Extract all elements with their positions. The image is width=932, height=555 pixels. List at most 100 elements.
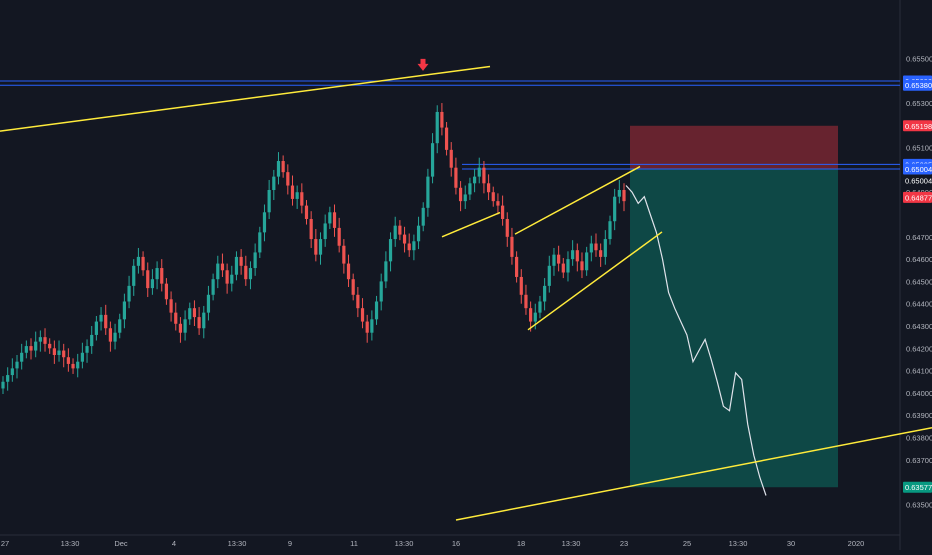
trendline (455, 426, 932, 521)
candle-body (458, 187, 463, 202)
candle-body (533, 312, 537, 322)
candle-body (20, 352, 24, 362)
candle-body (295, 192, 299, 199)
candle-body (337, 227, 341, 246)
price-tag (903, 120, 932, 132)
candle-body (365, 321, 369, 333)
candle-body (94, 321, 98, 335)
candle-body (524, 294, 528, 309)
candle-body (52, 348, 56, 355)
sell-signal-arrow-icon (417, 58, 429, 71)
candle-body (160, 268, 164, 284)
candle-body (76, 361, 80, 369)
x-axis-tick-label: 13:30 (61, 539, 80, 548)
candle-body (262, 212, 267, 233)
candle-body (468, 183, 472, 195)
x-axis-tick-label: 13:30 (228, 539, 247, 548)
candle-body (62, 350, 66, 358)
price-tag (903, 163, 932, 175)
candle-body (216, 263, 220, 280)
candle-body (440, 111, 444, 128)
y-axis-tick-label: 0.64200 (906, 344, 932, 353)
candle-body (435, 111, 439, 144)
candle-body (80, 352, 84, 362)
candle-body (10, 368, 14, 376)
candle-body (132, 265, 136, 286)
candle-body (71, 363, 75, 369)
x-axis-tick-label: 9 (288, 539, 292, 548)
candle-body (267, 190, 271, 213)
candle-body (585, 252, 589, 271)
take-profit-zone (630, 169, 838, 488)
candle-body (258, 232, 262, 253)
candle-body (206, 294, 211, 313)
x-axis-tick-label: 13:30 (395, 539, 414, 548)
candle-body (314, 239, 318, 255)
candle-body (57, 350, 61, 355)
candle-body (491, 192, 495, 202)
trendline (441, 211, 501, 238)
y-axis-tick-label: 0.65500 (906, 54, 932, 63)
candle-body (169, 299, 173, 313)
candle-body (328, 212, 332, 224)
candle-body (444, 127, 449, 150)
candle-body (253, 252, 257, 269)
y-axis-tick-label: 0.64100 (906, 367, 932, 376)
y-axis-tick-label: 0.63800 (906, 434, 932, 443)
x-axis-tick-label: 2020 (848, 539, 865, 548)
candle-body (197, 317, 201, 329)
trendline (514, 165, 641, 235)
price-tag-label: 0.65198 (905, 122, 932, 131)
candle-body (122, 301, 126, 320)
candle-body (557, 254, 561, 264)
candle-body (174, 312, 178, 324)
candle-body (332, 212, 337, 228)
candle-body (43, 337, 47, 344)
candle-body (543, 285, 547, 302)
candle-body (360, 308, 365, 322)
candle-body (38, 337, 42, 342)
candle-body (141, 256, 145, 271)
candle-body (318, 239, 323, 255)
candle-body (510, 236, 514, 257)
candle-body (370, 319, 374, 333)
candle-body (402, 234, 407, 244)
candle-body (519, 276, 523, 295)
candle-body (248, 268, 253, 280)
candle-body (300, 192, 304, 206)
candle-body (225, 270, 229, 284)
candle-body (183, 319, 187, 333)
candle-body (496, 201, 500, 206)
candle-body (309, 218, 313, 240)
candle-body (351, 279, 355, 295)
candle-body (90, 334, 94, 347)
candle-body (244, 265, 248, 280)
candle-body (384, 261, 388, 282)
candle-body (393, 225, 397, 240)
candle-body (239, 256, 243, 266)
candle-body (575, 250, 579, 262)
x-axis-tick-label: 13:30 (729, 539, 748, 548)
candle-body (501, 205, 505, 219)
y-axis-tick-label: 0.63900 (906, 411, 932, 420)
candle-body (29, 346, 33, 351)
x-axis-tick-label: Dec (114, 539, 128, 548)
candle-body (379, 281, 383, 302)
candle-body (477, 167, 481, 177)
candle-body (276, 161, 281, 177)
y-axis-tick-label: 0.65300 (906, 99, 932, 108)
candle-body (617, 190, 621, 197)
candle-body (426, 176, 430, 208)
x-axis-tick-label: 13:30 (562, 539, 581, 548)
price-tag-label: 0.65380 (905, 81, 932, 90)
candle-body (416, 225, 421, 242)
y-axis-tick-label: 0.63500 (906, 500, 932, 509)
candle-body (571, 250, 575, 260)
trendline (0, 65, 491, 132)
candle-body (608, 221, 612, 240)
candle-body (594, 243, 598, 251)
x-axis-tick-label: 16 (452, 539, 460, 548)
stop-loss-zone (630, 125, 838, 170)
